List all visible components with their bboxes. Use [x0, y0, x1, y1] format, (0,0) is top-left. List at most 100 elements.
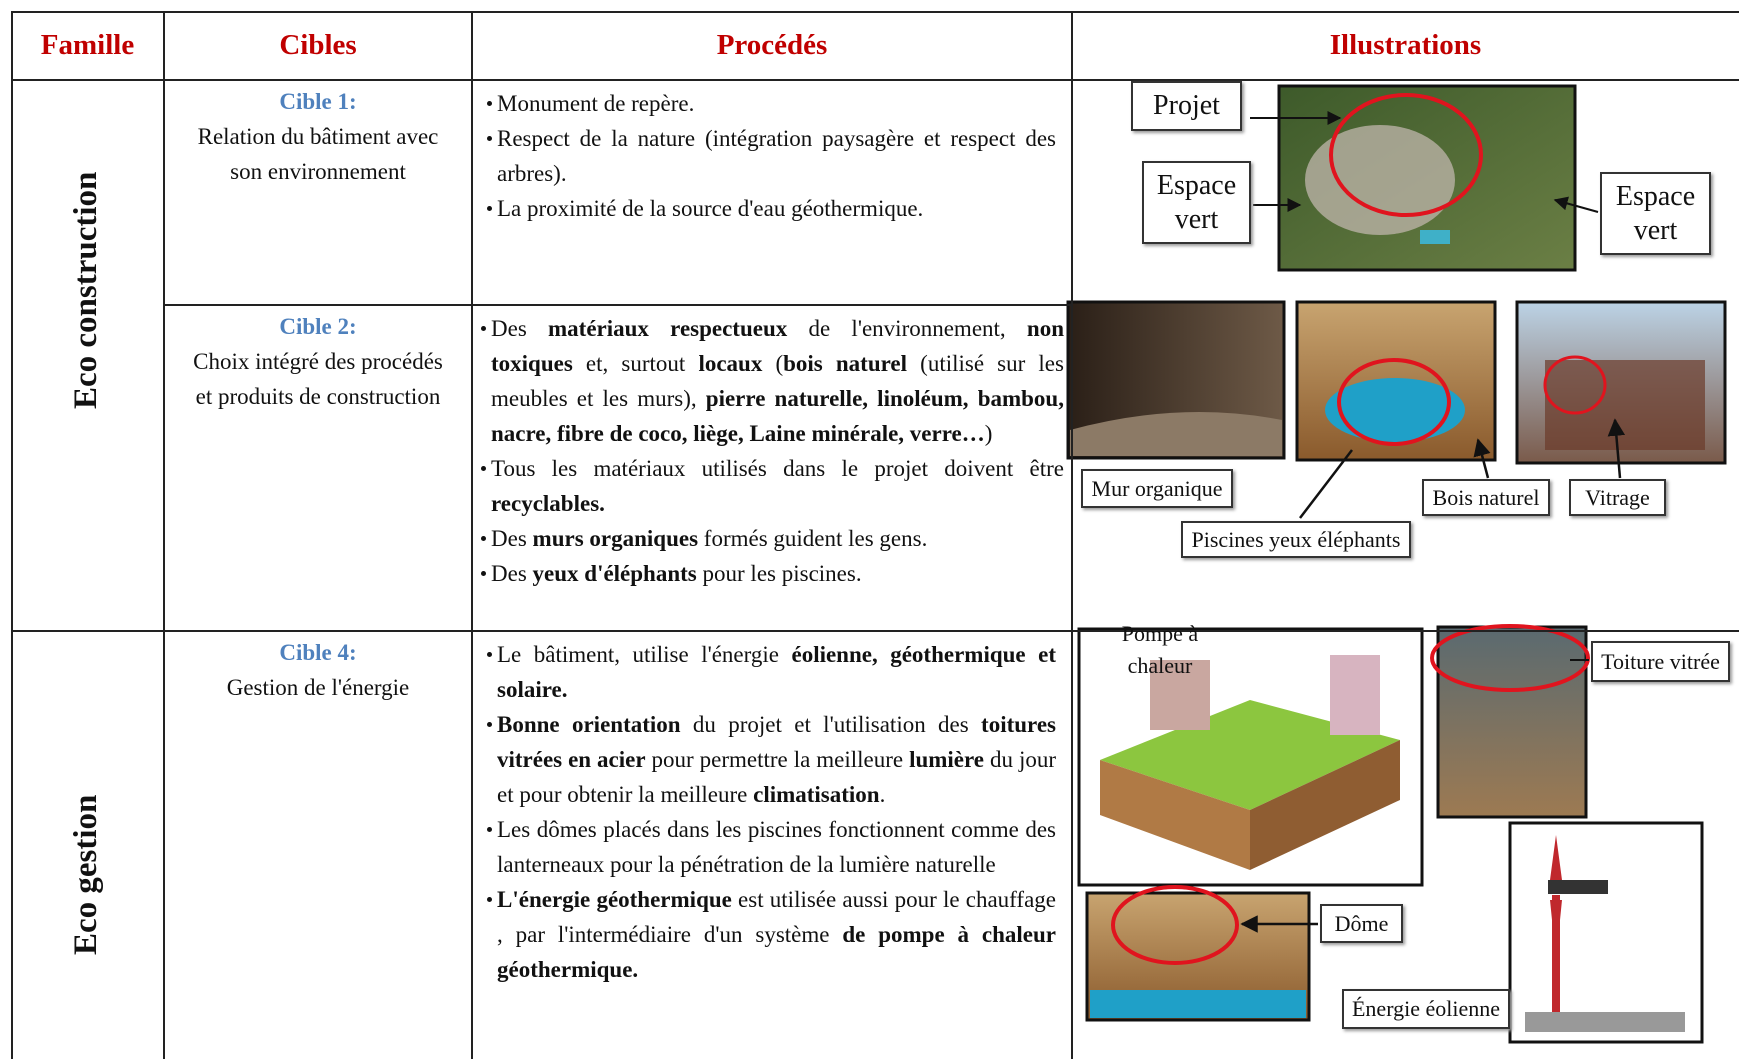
procedure-text: Des — [491, 316, 548, 341]
highlight — [1543, 355, 1607, 415]
arrow — [1473, 438, 1491, 479]
image-detail — [1420, 230, 1450, 244]
image-detail — [1548, 880, 1608, 894]
target-title: Cible 2: — [279, 314, 357, 339]
border — [11, 630, 1739, 632]
border — [164, 304, 1072, 306]
procedure-text: climatisation — [753, 782, 880, 807]
border — [11, 11, 13, 1059]
procedure-text: pierre naturelle, linoléum, bambou, nacr… — [491, 386, 1064, 446]
procedure-item: Des matériaux respectueux de l'environne… — [480, 311, 1064, 451]
target-description: Choix intégré des procédés et produits d… — [193, 349, 443, 409]
illustration-label: Projet — [1131, 81, 1242, 131]
procedure-item: Monument de repère. — [486, 86, 1056, 121]
procedure-text: ( — [762, 351, 784, 376]
procedure-text: Bonne orientation — [497, 712, 681, 737]
target: Cible 1: Relation du bâtiment avec son e… — [164, 80, 472, 189]
border — [471, 11, 473, 1059]
procedure-text: Des — [491, 561, 533, 586]
column-header: Illustrations — [1329, 29, 1482, 61]
bullet — [487, 136, 492, 141]
column-header: Famille — [40, 29, 135, 61]
procedure-text: Tous les matériaux utilisés dans le proj… — [491, 456, 1064, 481]
wind-image — [1508, 821, 1704, 1044]
highlight — [1337, 358, 1451, 446]
illustration-label: Dôme — [1320, 904, 1403, 943]
procedure-text: du projet et l'utilisation des — [680, 712, 982, 737]
image-detail — [1545, 360, 1705, 450]
procedure-item: Le bâtiment, utilise l'énergie éolienne,… — [486, 637, 1056, 707]
procedure-text: de pompe à chaleur géothermique. — [497, 922, 1056, 982]
bullet — [481, 326, 486, 331]
procedure-item: Respect de la nature (intégration paysag… — [486, 121, 1056, 191]
image-detail — [1525, 1012, 1685, 1032]
highlight — [1329, 93, 1483, 217]
procedure-text: pour permettre la meilleure — [645, 747, 910, 772]
procedure-text: recyclables. — [491, 491, 605, 516]
target: Cible 2: Choix intégré des procédés et p… — [164, 305, 472, 414]
procedures: Monument de repère. Respect de la nature … — [472, 80, 1072, 226]
procedure-text: ) — [984, 421, 993, 446]
border — [11, 11, 1739, 13]
target-title: Cible 4: — [279, 640, 357, 665]
procedure-item: Des yeux d'éléphants pour les piscines. — [480, 556, 1064, 591]
bullet — [487, 101, 492, 106]
bullet — [481, 571, 486, 576]
arrow — [1607, 418, 1626, 479]
procedure-text: non toxiques — [491, 316, 1064, 376]
bullet — [487, 206, 492, 211]
bullet — [487, 827, 492, 832]
target-title: Cible 1: — [279, 89, 357, 114]
image-detail — [1305, 125, 1455, 235]
procedure-item: Bonne orientation du projet et l'utilisa… — [486, 707, 1056, 812]
column-header: Procédés — [716, 29, 828, 61]
procedure-text: bois naturel — [783, 351, 908, 376]
procedure-text: de l'environnement, — [787, 316, 1027, 341]
illustration-label: Espace vert — [1600, 172, 1711, 255]
image-detail — [1250, 740, 1400, 870]
bullet — [481, 466, 486, 471]
illustration-label: Espace vert — [1142, 161, 1251, 244]
procedures: Le bâtiment, utilise l'énergie éolienne,… — [472, 631, 1072, 987]
target-description: Gestion de l'énergie — [226, 675, 410, 700]
illustration-label: Toiture vitrée — [1591, 641, 1730, 682]
image-detail — [1325, 378, 1465, 442]
procedure-item: L'énergie géothermique est utilisée auss… — [486, 882, 1056, 987]
illustration-label: Mur organique — [1081, 469, 1233, 508]
procedure-text: La proximité de la source d'eau géotherm… — [497, 196, 924, 221]
border — [11, 79, 1739, 81]
illustration-label: Pompe à chaleur — [1121, 621, 1199, 678]
target: Cible 4: Gestion de l'énergie — [164, 631, 472, 705]
procedure-text: Respect de la nature (intégration paysag… — [497, 126, 1056, 186]
roof-image — [1436, 625, 1588, 819]
procedures: Des matériaux respectueux de l'environne… — [472, 305, 1072, 591]
highlight — [1430, 624, 1590, 692]
procedure-text: yeux d'éléphants — [532, 561, 697, 586]
column-header: Cibles — [279, 29, 357, 61]
procedure-text: toitures vitrées en acier — [497, 712, 1056, 772]
procedure-item: Des murs organiques formés guident les g… — [480, 521, 1064, 556]
border — [163, 11, 165, 1059]
target-description: Relation du bâtiment avec son environnem… — [197, 124, 439, 184]
procedure-text: du jour et pour obtenir la meilleure — [497, 747, 1056, 807]
procedure-item: La proximité de la source d'eau géotherm… — [486, 191, 1056, 226]
family-name: Eco construction — [68, 171, 104, 409]
procedure-text: éolienne, géothermique et solaire. — [497, 642, 1056, 702]
image-detail — [1090, 990, 1306, 1018]
image-detail — [1330, 655, 1380, 735]
family-name: Eco gestion — [68, 794, 104, 956]
bullet — [487, 652, 492, 657]
illustration-label: Bois naturel — [1422, 479, 1550, 516]
procedure-text: formés guident les gens. — [698, 526, 928, 551]
procedure-text: . — [879, 782, 886, 807]
border — [1071, 11, 1073, 1059]
image-detail — [1550, 835, 1562, 960]
image-detail — [1070, 412, 1282, 456]
procedure-text: et, surtout — [572, 351, 699, 376]
procedure-text: Monument de repère. — [497, 91, 695, 116]
image-detail — [1100, 760, 1250, 870]
procedure-text: Les dômes placés dans les piscines fonct… — [497, 817, 1056, 877]
procedure-text: murs organiques — [532, 526, 699, 551]
